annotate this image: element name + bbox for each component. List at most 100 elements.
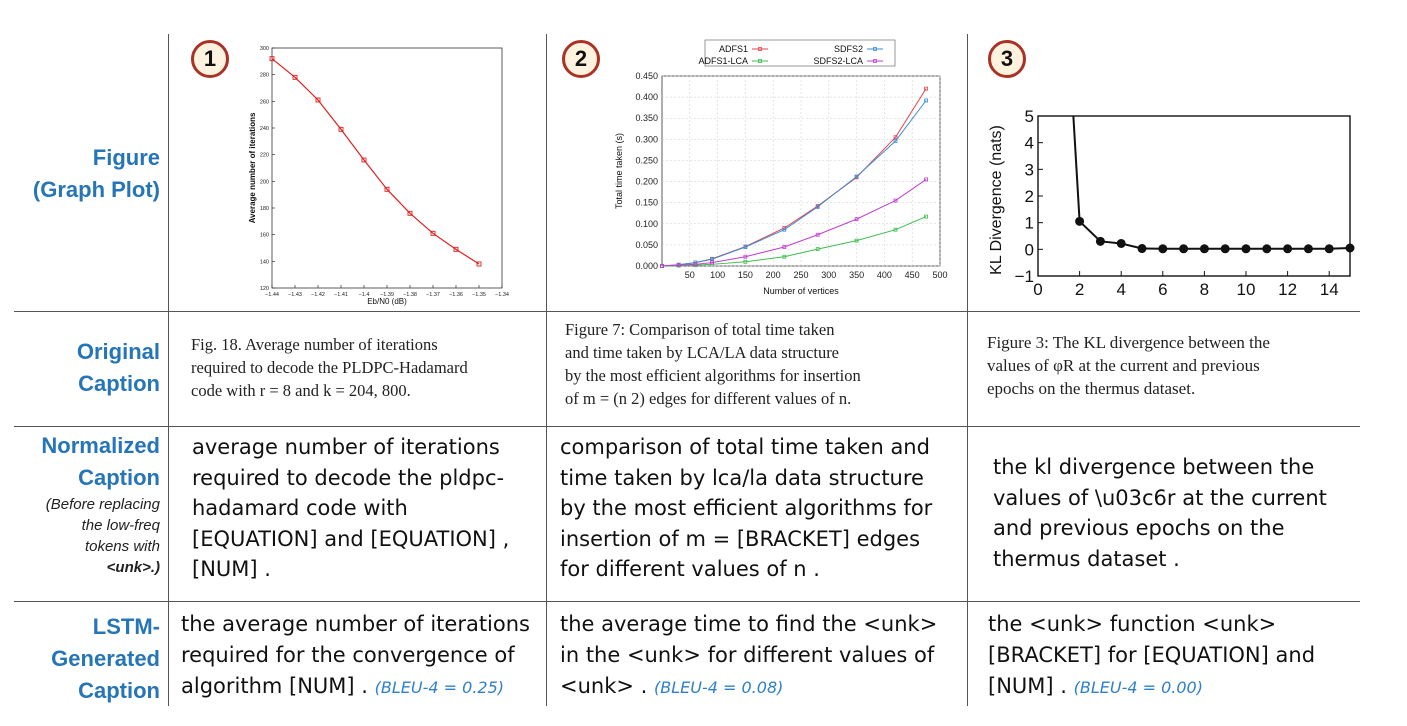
data-point [315,97,321,103]
y-tick-label: 260 [260,99,269,105]
orig3-line3: epochs on the thermus dataset. [987,379,1196,398]
bleu-score-2: (BLEU-4 = 0.08) [654,678,784,697]
x-tick-label: 300 [821,270,836,280]
data-point [893,198,898,203]
data-point [782,254,787,259]
data-point [292,74,298,80]
badge-2: 2 [562,40,600,78]
orig1-line3: code with r = 8 and k = 204, 800. [191,381,411,400]
row-header-lstm-line3: Caption [78,678,160,703]
gen1-line1: the average number of iterations [181,612,530,636]
gen2-line3-text: <unk> . [560,674,648,698]
y-tick-label: 280 [260,73,269,79]
x-tick-label: 150 [738,270,753,280]
gen2-line1: the average time to find the <unk> [560,612,938,636]
y-tick-label: 300 [260,46,269,52]
legend-label: ADFS1-LCA [698,56,748,66]
normalized-note-line3: tokens with [84,538,160,555]
orig1-line1: Fig. 18. Average number of iterations [191,335,438,354]
data-point [338,126,344,132]
data-point [430,230,436,236]
row-header-figure-line1: Figure [92,145,160,170]
normalized-caption-2: comparison of total time taken and time … [560,432,932,585]
col-divider-1 [168,34,169,706]
y-tick-label: 0.450 [635,71,658,81]
x-tick-label: 100 [710,270,725,280]
gen3-line3-text: [NUM] . [988,674,1067,698]
norm1-line1: average number of iterations [192,435,500,459]
data-point [1075,216,1085,226]
row-divider-1 [14,311,1360,312]
data-point [676,263,681,268]
row-header-lstm-line1: LSTM- [92,614,160,639]
data-point [854,238,859,243]
data-point [1199,244,1209,254]
y-tick-label: 5 [1025,107,1034,126]
x-tick-label: −1.4 [359,292,370,298]
legend-box [704,39,896,67]
x-axis-label: Number of vertices [763,286,839,296]
y-tick-label: 3 [1025,160,1034,179]
y-tick-label: 2 [1025,187,1034,206]
y-axis-label: Average number of iterations [248,112,257,223]
data-point [1303,244,1313,254]
norm3-line2: values of \u03c6r at the current [993,485,1327,510]
norm3-line3: and previous epochs on the [993,516,1285,540]
norm2-line4: insertion of m = [BRACKET] edges [560,526,921,551]
data-point [1220,244,1230,254]
x-tick-label: 500 [932,270,947,280]
y-tick-label: 4 [1025,134,1034,153]
gen3-line3: [NUM] . (BLEU-4 = 0.00) [988,671,1315,703]
legend-label: SDFS2 [834,44,863,54]
legend-marker [758,59,762,63]
normalized-note-line4: <unk>.) [0,557,160,578]
x-tick-label: −1.43 [288,292,302,298]
x-tick-label: −1.38 [403,292,417,298]
y-tick-label: 0.050 [635,240,658,250]
data-point [660,264,664,268]
row-header-original-line1: Original [76,339,160,364]
data-point [924,86,929,91]
y-tick-label: 200 [260,179,269,185]
gen3-line2: [BRACKET] for [EQUATION] and [988,643,1316,667]
row-header-normalized: Normalized Caption (Before replacing the… [0,430,160,578]
data-point [924,214,929,219]
legend-label: SDFS2-LCA [813,56,863,66]
plot-frame [1037,115,1351,277]
data-point [893,135,898,140]
gen2-line3: <unk> . (BLEU-4 = 0.08) [560,671,937,703]
orig2-line2: and time taken by LCA/LA data structure [565,343,840,362]
gen1-line3-text: algorithm [NUM] . [181,674,368,698]
data-point [269,56,275,62]
y-tick-label: 0.250 [635,155,658,165]
col-divider-3 [967,34,968,706]
x-tick-label: 10 [1237,280,1256,299]
norm1-line2: required to decode the pldpc- [192,465,505,490]
iterations-line-chart: 120 140 160 180 200 220 240 260 280 300 −1.44 −1.43… [248,46,509,306]
data-point [710,260,714,265]
norm1-line5: [NUM] . [192,557,271,581]
row-header-normalized-line1: Normalized [41,433,160,458]
x-tick-label: −1.41 [334,292,348,298]
data-point [924,98,929,103]
legend-marker [873,47,877,51]
y-tick-label: 0.400 [635,92,658,102]
y-axis-label: KL Divergence (nats) [988,125,1005,275]
row-header-figure: Figure (Graph Plot) [0,142,160,206]
data-point [453,246,459,252]
y-tick-label: 0 [1025,240,1034,259]
data-point [743,259,748,264]
col-divider-2 [546,34,547,706]
x-tick-label: 12 [1278,280,1297,299]
data-point [693,262,698,267]
gen3-line1: the <unk> function <unk> [988,612,1277,636]
y-tick-label: 0.100 [635,219,658,229]
data-point [815,232,820,237]
x-tick-label: 0 [1033,280,1042,299]
data-point [924,177,929,182]
generated-caption-1: the average number of iterations require… [181,609,530,703]
norm2-line3: by the most efficient algorithms for [560,496,933,520]
x-tick-label: −1.36 [449,292,463,298]
norm2-line2: time taken by lca/la data structure [560,465,924,490]
data-point [384,186,390,192]
